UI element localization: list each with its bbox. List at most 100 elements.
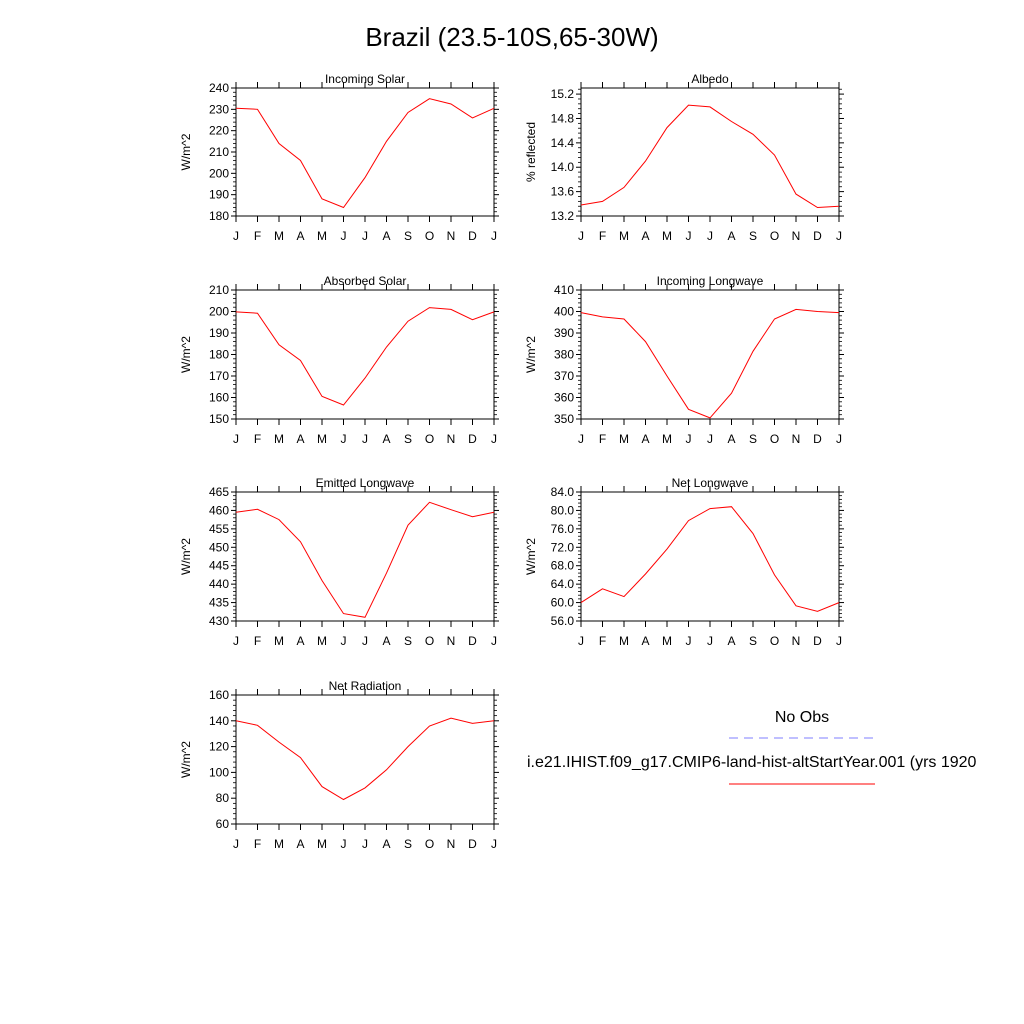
x-tick-label: S	[749, 229, 757, 243]
y-tick-label: 230	[209, 102, 229, 116]
x-tick-label: F	[599, 432, 606, 446]
y-tick-label: 170	[209, 369, 229, 383]
panel-albedo: Albedo % reflected 13.2 13.6 14.0 14.4 14.8 15.…	[524, 72, 844, 243]
x-tick-label: A	[727, 634, 735, 648]
x-tick-label: S	[404, 229, 412, 243]
y-tick-label: 460	[209, 503, 229, 517]
x-tick-label: J	[707, 634, 713, 648]
panel-incoming-longwave: Incoming Longwave W/m^2 350 360 370 380 390 400…	[524, 274, 844, 446]
plot-frame	[235, 289, 495, 420]
y-tick-label: 400	[554, 305, 574, 319]
y-tick-label: 200	[209, 166, 229, 180]
y-tick-label: 440	[209, 577, 229, 591]
y-tick-label: 150	[209, 412, 229, 426]
x-tick-label: M	[662, 229, 672, 243]
y-tick-label: 210	[209, 145, 229, 159]
x-tick-label: D	[468, 432, 477, 446]
x-tick-label: M	[619, 634, 629, 648]
x-tick-label: J	[836, 229, 842, 243]
x-tick-label: M	[619, 229, 629, 243]
legend-model-label: i.e21.IHIST.f09_g17.CMIP6-land-hist-altS…	[527, 754, 977, 771]
y-tick-label: 120	[209, 740, 229, 754]
y-tick-label: 450	[209, 540, 229, 554]
y-tick-label: 200	[209, 305, 229, 319]
x-tick-label: N	[792, 432, 801, 446]
x-tick-label: D	[468, 229, 477, 243]
series-line-net-radiation	[235, 717, 495, 801]
x-tick-label: A	[382, 229, 390, 243]
legend: No Obs i.e21.IHIST.f09_g17.CMIP6-land-hi…	[527, 709, 977, 785]
x-tick-label: J	[233, 634, 239, 648]
x-tick-label: O	[425, 837, 434, 851]
x-tick-label: F	[254, 634, 261, 648]
x-tick-label: F	[254, 837, 261, 851]
panel-title: Incoming Solar	[325, 72, 405, 86]
x-tick-label: M	[619, 432, 629, 446]
x-tick-label: N	[447, 229, 456, 243]
figure-title: Brazil (23.5-10S,65-30W)	[365, 22, 658, 52]
x-tick-label: J	[341, 837, 347, 851]
x-tick-label: M	[317, 229, 327, 243]
x-tick-label: J	[341, 634, 347, 648]
y-tick-label: 64.0	[551, 577, 575, 591]
y-axis-label: W/m^2	[179, 133, 193, 170]
panels-group: Incoming Solar W/m^2 180 190 200 210 220 230 240…	[179, 72, 844, 851]
y-tick-label: 360	[554, 391, 574, 405]
x-tick-label: J	[707, 229, 713, 243]
x-tick-label: J	[491, 432, 497, 446]
x-tick-label: M	[317, 432, 327, 446]
y-tick-label: 390	[554, 326, 574, 340]
x-tick-label: J	[686, 432, 692, 446]
y-tick-label: 72.0	[551, 540, 575, 554]
panel-net-longwave: Net Longwave W/m^2 56.0 60.0 64.0 68.0 72.0 76.…	[524, 476, 844, 648]
x-tick-label: A	[641, 634, 649, 648]
y-tick-label: 140	[209, 714, 229, 728]
x-tick-label: A	[641, 432, 649, 446]
y-tick-label: 80	[216, 791, 230, 805]
y-tick-label: 15.2	[551, 87, 575, 101]
x-tick-label: J	[578, 634, 584, 648]
x-tick-label: J	[686, 634, 692, 648]
y-tick-label: 100	[209, 765, 229, 779]
x-tick-label: A	[382, 634, 390, 648]
x-tick-label: J	[362, 634, 368, 648]
x-tick-label: D	[468, 634, 477, 648]
y-tick-label: 210	[209, 283, 229, 297]
x-tick-label: M	[662, 432, 672, 446]
x-tick-label: D	[813, 229, 822, 243]
x-tick-label: J	[233, 229, 239, 243]
series-line-incoming-longwave	[580, 308, 840, 419]
y-tick-label: 160	[209, 688, 229, 702]
x-tick-label: A	[382, 432, 390, 446]
x-tick-label: S	[404, 432, 412, 446]
y-tick-label: 380	[554, 348, 574, 362]
x-tick-label: N	[792, 634, 801, 648]
x-tick-label: F	[254, 229, 261, 243]
x-tick-label: O	[425, 229, 434, 243]
x-tick-label: O	[770, 432, 779, 446]
x-tick-label: J	[362, 229, 368, 243]
x-tick-label: A	[727, 432, 735, 446]
x-tick-label: F	[254, 432, 261, 446]
y-tick-label: 60.0	[551, 596, 575, 610]
x-tick-label: A	[727, 229, 735, 243]
y-tick-label: 13.6	[551, 185, 575, 199]
plot-frame	[235, 694, 495, 825]
y-axis-label: W/m^2	[179, 336, 193, 373]
y-axis-label: W/m^2	[179, 538, 193, 575]
plot-frame	[580, 491, 840, 622]
x-tick-label: J	[686, 229, 692, 243]
x-tick-label: M	[317, 837, 327, 851]
x-tick-label: N	[447, 432, 456, 446]
x-tick-label: O	[770, 229, 779, 243]
y-tick-label: 445	[209, 559, 229, 573]
x-tick-label: J	[707, 432, 713, 446]
panel-title: Albedo	[691, 72, 729, 86]
x-tick-label: M	[274, 229, 284, 243]
y-axis-label: % reflected	[524, 122, 538, 182]
x-tick-label: F	[599, 634, 606, 648]
series-line-albedo	[580, 104, 840, 209]
x-tick-label: D	[468, 837, 477, 851]
x-tick-label: M	[662, 634, 672, 648]
